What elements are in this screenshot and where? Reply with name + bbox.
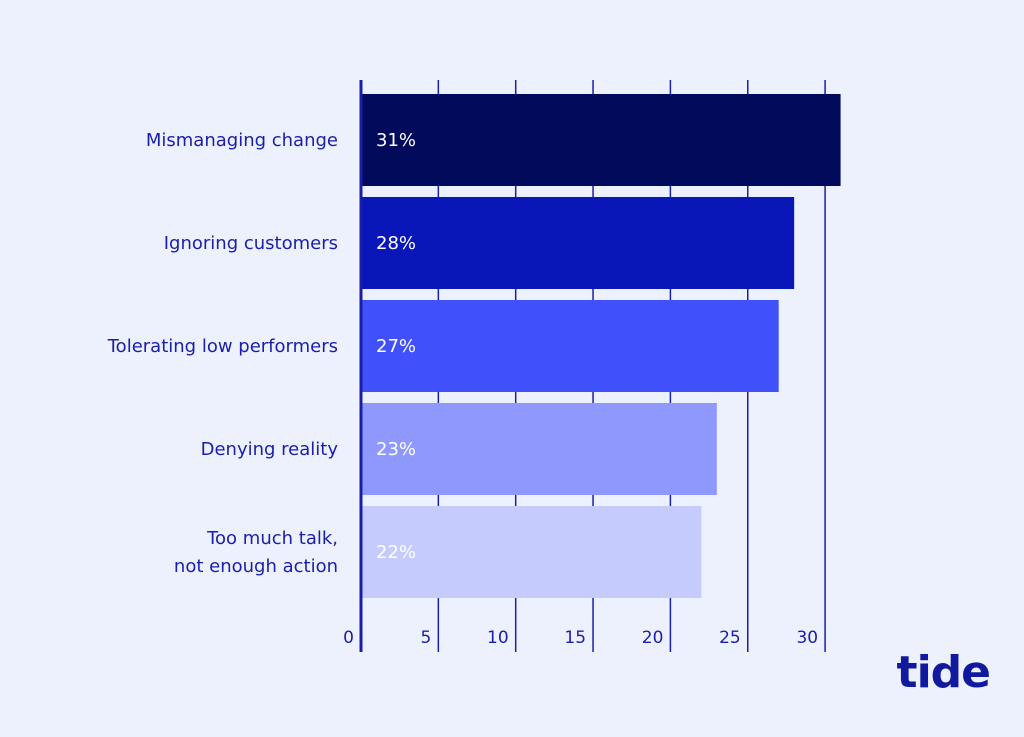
bar <box>362 94 841 186</box>
x-tick-label-25: 25 <box>719 628 741 648</box>
bar <box>362 403 717 495</box>
x-tick-label-30: 30 <box>796 628 818 648</box>
bar <box>362 506 702 598</box>
bar-value-label: 28% <box>376 233 416 254</box>
x-tick-label-15: 15 <box>564 628 586 648</box>
bar-value-label: 22% <box>376 542 416 563</box>
bar-value-label: 31% <box>376 130 416 151</box>
bar <box>362 300 779 392</box>
bars: 31% 28% 27% 23% 22% <box>362 94 841 598</box>
x-tick-label-5: 5 <box>421 628 432 648</box>
bar-value-label: 27% <box>376 336 416 357</box>
tide-logo: tide <box>896 647 991 698</box>
category-label: Denying reality <box>201 439 339 460</box>
bar <box>362 197 795 289</box>
category-labels: Mismanaging change Ignoring customers Tole… <box>107 130 339 577</box>
x-tick-label-0: 0 <box>343 628 354 648</box>
category-label: Tolerating low performers <box>107 336 338 357</box>
axis: 0 5 10 15 20 25 30 <box>343 80 818 652</box>
category-label: Mismanaging change <box>146 130 338 151</box>
category-label: Ignoring customers <box>164 233 338 254</box>
bar-value-label: 23% <box>376 439 416 460</box>
category-label: Too much talk, not enough action <box>174 528 338 577</box>
x-tick-label-20: 20 <box>642 628 664 648</box>
x-tick-label-10: 10 <box>487 628 509 648</box>
